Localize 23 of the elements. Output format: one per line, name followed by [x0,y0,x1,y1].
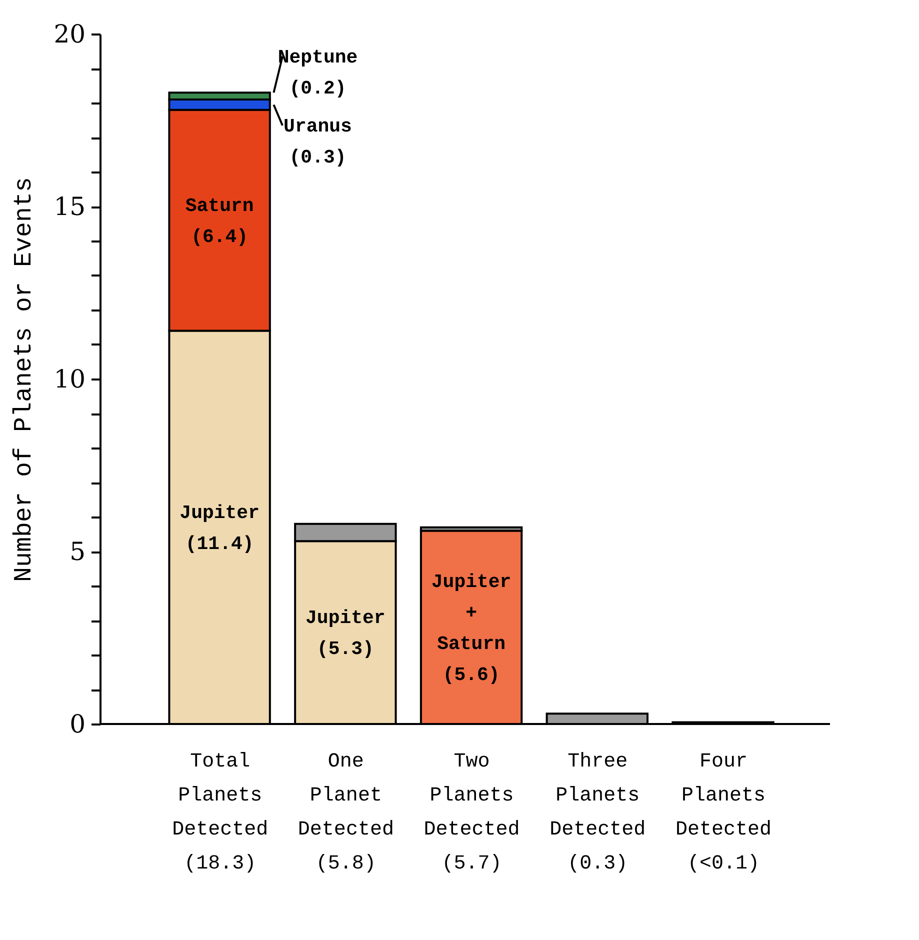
data-label: (6.4) [191,226,248,248]
x-tick-label: One Planet Detected (5.8) [298,750,394,876]
data-label: (5.6) [442,664,500,686]
series-label: Saturn [185,194,254,217]
x-tick-label: Three Planets Detected (0.3) [550,750,646,876]
x-tick-label: Four Planets Detected (<0.1) [676,750,772,876]
y-tick-label: 10 [54,364,86,394]
y-tick-label: 0 [70,710,86,738]
y-tick-label: 5 [70,537,86,566]
y-tick-label: 20 [54,20,86,48]
x-tick-label: Two Planets Detected (5.7) [424,750,520,876]
series-label: Neptune [278,46,358,68]
data-label: (11.4) [185,532,254,555]
x-tick-label: Total Planets Detected (18.3) [172,750,268,876]
series-label: Jupiter [306,607,386,630]
data-label: (0.3) [289,146,346,168]
data-label: (0.2) [289,77,346,100]
y-tick-label: 15 [54,192,86,221]
series-label: Jupiter + Saturn [431,570,512,655]
data-label: (5.3) [316,638,374,660]
y-axis-title: Number of Planets or Events [10,176,39,582]
series-label: Uranus [284,115,352,138]
text: Jupiter [180,502,260,524]
